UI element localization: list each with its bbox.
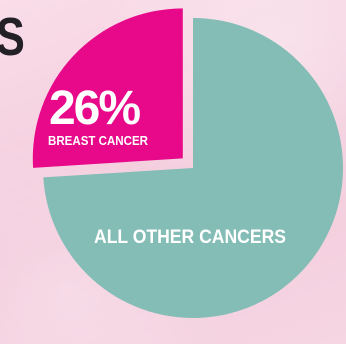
all-other-cancers-label: ALL OTHER CANCERS — [94, 227, 286, 248]
breast-cancer-label: BREAST CANCER — [48, 134, 148, 148]
pie-slice-breast-cancer — [32, 8, 183, 168]
pie-slice-all-other-cancers — [43, 18, 343, 318]
breast-cancer-percent-label: 26% — [49, 82, 140, 135]
headline-fragment: S — [0, 10, 25, 64]
